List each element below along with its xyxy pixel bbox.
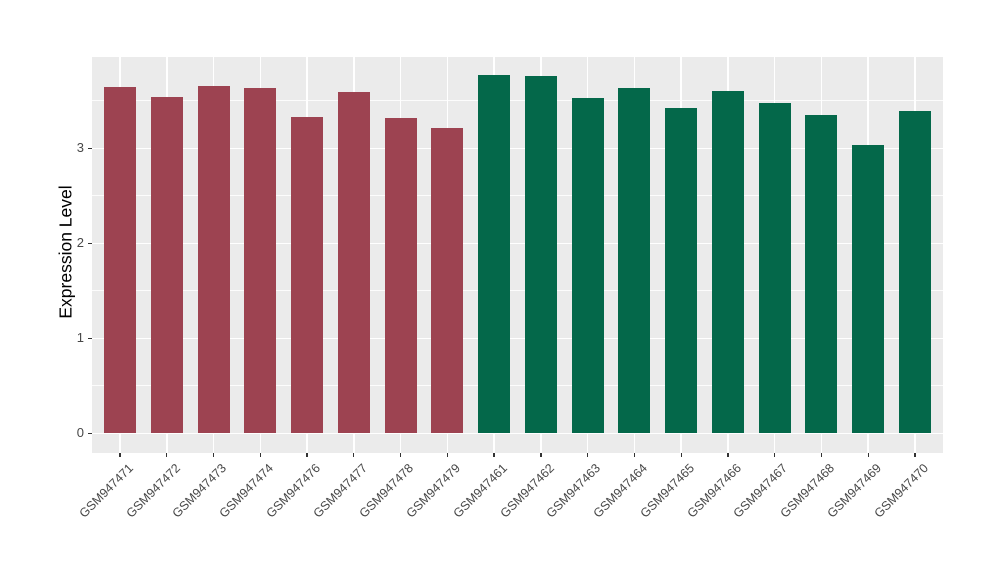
bar-GSM947479 — [431, 128, 464, 434]
bar-GSM947466 — [711, 91, 744, 434]
bar-GSM947469 — [852, 144, 885, 434]
y-tick-label: 3 — [76, 140, 84, 156]
bar-GSM947473 — [197, 85, 230, 434]
x-tick-mark — [353, 453, 355, 457]
y-tick-mark — [88, 337, 92, 339]
y-major-gridline — [92, 337, 943, 340]
bar-GSM947476 — [291, 116, 324, 434]
x-tick-mark — [493, 453, 495, 457]
x-tick-mark — [540, 453, 542, 457]
x-tick-mark — [399, 453, 402, 457]
x-tick-mark — [867, 453, 869, 457]
y-axis-title: Expression Level — [55, 185, 76, 319]
y-minor-gridline — [92, 195, 943, 197]
plot-panel — [92, 57, 943, 453]
bar-GSM947465 — [665, 108, 698, 434]
x-tick-mark — [727, 453, 729, 457]
y-major-gridline — [92, 147, 943, 150]
y-tick-label: 0 — [76, 425, 84, 441]
y-tick-label: 2 — [76, 235, 84, 251]
x-tick-mark — [446, 453, 448, 457]
bar-GSM947478 — [384, 117, 417, 434]
x-tick-mark — [820, 453, 823, 457]
y-minor-gridline — [92, 100, 943, 102]
y-minor-gridline — [92, 385, 943, 387]
bar-GSM947464 — [618, 88, 651, 434]
x-tick-mark — [306, 453, 308, 457]
y-tick-mark — [88, 147, 92, 149]
bar-GSM947470 — [898, 111, 931, 434]
x-tick-mark — [212, 453, 215, 457]
bar-GSM947472 — [150, 97, 183, 434]
x-tick-mark — [586, 453, 589, 457]
x-tick-mark — [680, 453, 682, 457]
y-major-gridline — [92, 242, 943, 245]
y-minor-gridline — [92, 290, 943, 292]
bar-GSM947462 — [524, 76, 557, 434]
y-tick-label: 1 — [76, 330, 84, 346]
bar-GSM947474 — [244, 87, 277, 434]
x-tick-mark — [774, 453, 776, 457]
y-major-gridline — [92, 432, 943, 435]
bar-GSM947463 — [571, 97, 604, 434]
y-tick-mark — [88, 242, 92, 244]
bar-GSM947467 — [758, 102, 791, 434]
x-tick-mark — [119, 453, 121, 457]
bar-GSM947461 — [478, 75, 511, 434]
x-tick-mark — [259, 453, 261, 457]
x-tick-mark — [633, 453, 636, 457]
bar-GSM947471 — [104, 86, 137, 434]
x-tick-mark — [166, 453, 168, 457]
x-tick-mark — [914, 453, 916, 457]
bar-GSM947468 — [805, 115, 838, 434]
y-tick-mark — [88, 432, 92, 434]
bar-GSM947477 — [337, 92, 370, 434]
